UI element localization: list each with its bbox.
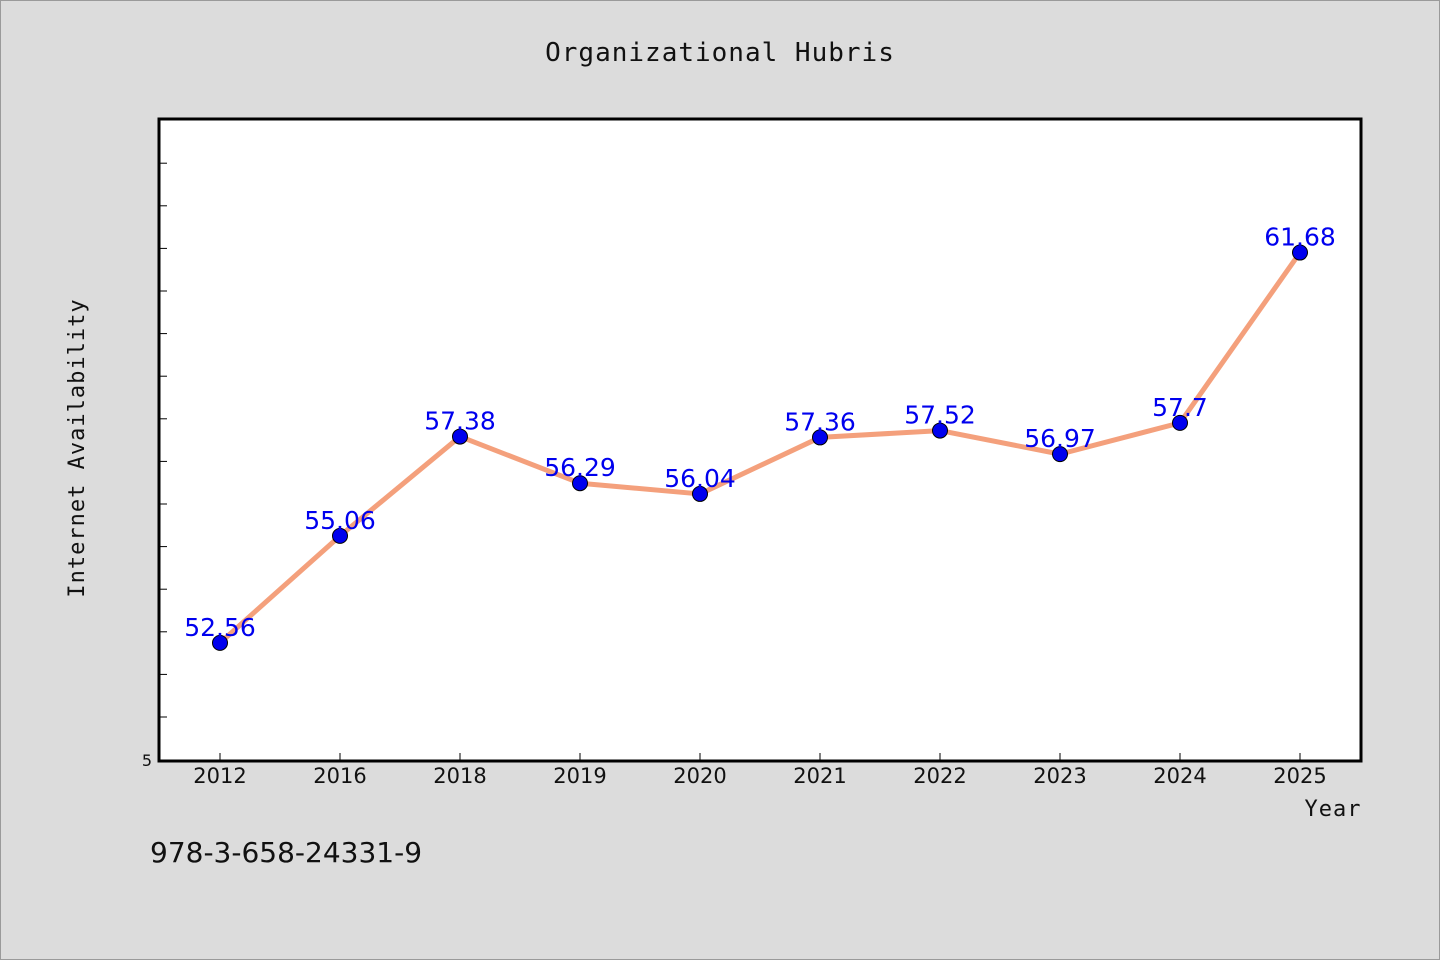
chart-title: Organizational Hubris [545,38,895,68]
x-tick-label: 2024 [1153,764,1206,788]
plot-border [157,117,1363,763]
data-label: 52.56 [184,613,256,642]
x-axis-ticks: 2012 2016 2018 2019 2020 2021 2022 2023 2024 2025 [193,753,1327,788]
data-point [932,422,948,439]
data-point [1292,244,1308,261]
series-layer: 52.56 55.06 57.38 56.29 56.04 57.36 57.52 56.97… [184,223,1336,651]
x-tick-label: 2016 [313,764,366,788]
data-label: 61.68 [1264,223,1336,252]
x-tick-label: 2023 [1033,764,1086,788]
x-tick-label: 2021 [793,764,846,788]
data-label: 57.52 [904,401,976,430]
x-tick-label: 2018 [433,764,486,788]
data-label: 56.97 [1024,424,1096,453]
y-min-tick-label: 5 [142,751,152,770]
data-label: 56.29 [544,453,616,482]
series-line [217,250,1303,646]
footer-code: 978-3-658-24331-9 [150,836,422,869]
x-tick-label: 2022 [913,764,966,788]
data-point [1052,446,1068,463]
data-label: 56.04 [664,464,736,493]
x-tick-label: 2025 [1273,764,1326,788]
data-point [692,485,708,502]
x-axis-label: Year [1305,797,1362,822]
data-point [212,634,228,651]
plot-area [159,119,1361,761]
data-label: 57.38 [424,407,496,436]
data-point [452,428,468,445]
x-tick-label: 2020 [673,764,726,788]
y-axis-label: Internet Availability [65,298,90,597]
data-point [812,429,828,446]
data-label: 55.06 [304,506,376,535]
data-label: 57.36 [784,407,856,436]
data-point [1172,414,1188,431]
data-label: 57.7 [1152,393,1208,422]
data-point [572,475,588,492]
x-tick-label: 2019 [553,764,606,788]
x-tick-label: 2012 [193,764,246,788]
data-point [332,527,348,544]
